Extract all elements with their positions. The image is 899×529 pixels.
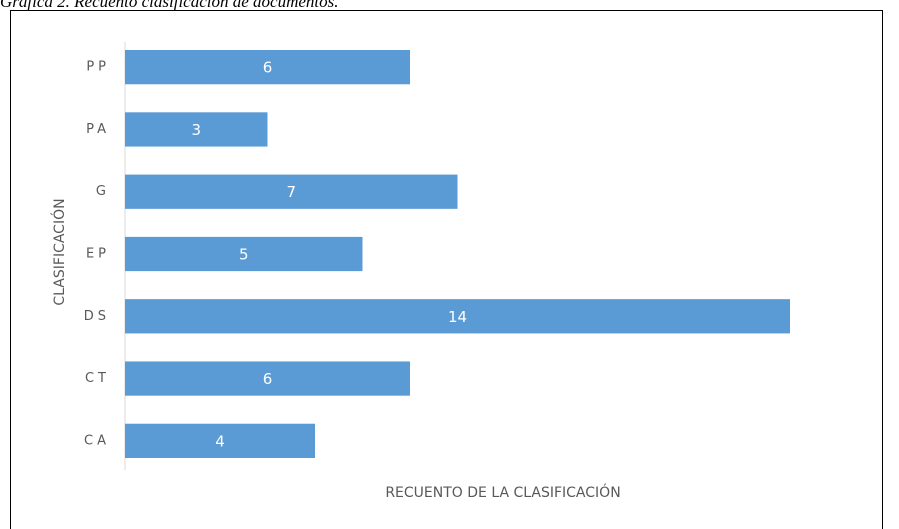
y-tick-label: DS bbox=[84, 309, 110, 324]
data-label: 6 bbox=[263, 370, 273, 388]
bar bbox=[125, 299, 790, 334]
bar bbox=[125, 361, 410, 396]
y-tick-label: CA bbox=[84, 433, 110, 448]
chart-title: Gráfica 2. Recuento clasificación de doc… bbox=[0, 0, 339, 11]
y-axis-title: CLASIFICACIÓN bbox=[50, 198, 68, 305]
y-tick-label: PP bbox=[86, 60, 110, 75]
bar bbox=[125, 423, 315, 458]
y-tick-label: EP bbox=[86, 247, 110, 262]
data-label: 4 bbox=[215, 432, 225, 450]
bar bbox=[125, 174, 458, 209]
y-tick-label: CT bbox=[85, 371, 110, 386]
data-label: 3 bbox=[191, 121, 201, 139]
data-label: 7 bbox=[286, 183, 296, 201]
bar bbox=[125, 112, 268, 147]
x-axis-title: RECUENTO DE LA CLASIFICACIÓN bbox=[385, 483, 620, 501]
data-label: 5 bbox=[239, 246, 249, 264]
y-tick-label: G bbox=[96, 184, 110, 199]
bar bbox=[125, 50, 410, 85]
bar bbox=[125, 236, 363, 272]
data-label: 14 bbox=[448, 308, 467, 326]
y-tick-label: PA bbox=[86, 122, 110, 137]
frame bbox=[10, 10, 883, 529]
data-label: 6 bbox=[263, 59, 273, 77]
